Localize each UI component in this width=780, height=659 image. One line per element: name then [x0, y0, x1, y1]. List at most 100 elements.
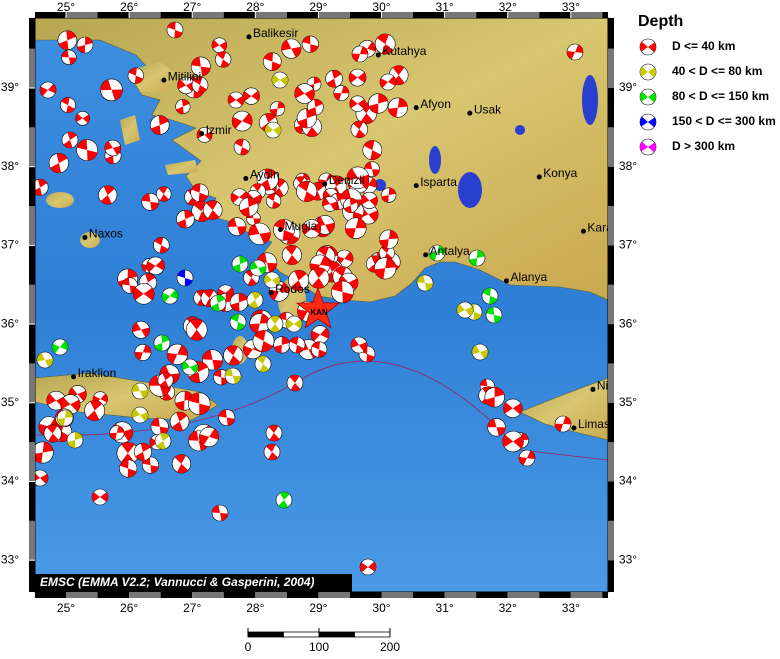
- border-segment: [66, 592, 98, 598]
- border-segment: [539, 592, 571, 598]
- city-dot: [268, 290, 274, 296]
- border-segment: [29, 520, 35, 561]
- city-dot: [580, 228, 586, 234]
- lon-label: 32°: [499, 0, 517, 14]
- scale-label: 200: [380, 640, 400, 654]
- beachball-quadrant: [177, 269, 193, 287]
- border-segment: [29, 127, 35, 167]
- beachball-quadrant: [206, 200, 220, 220]
- border-segment: [608, 245, 614, 285]
- border-segment: [318, 12, 350, 18]
- border-segment: [286, 12, 319, 18]
- lat-label: 38°: [619, 159, 637, 173]
- city-dot: [413, 183, 419, 189]
- scale-label: 100: [309, 640, 329, 654]
- city-name: Balikesir: [253, 26, 298, 40]
- focal-mechanisms: [35, 21, 584, 576]
- lat-label: 33°: [619, 552, 637, 566]
- city-name: Karaman: [587, 220, 636, 234]
- beachball-quadrant: [417, 275, 433, 291]
- scale-bar: 0 100 200: [245, 628, 400, 654]
- city-dot: [467, 110, 473, 116]
- city-dot: [536, 174, 542, 180]
- beachball-quadrant: [202, 349, 223, 370]
- beachball-quadrant: [248, 224, 271, 244]
- beachball-quadrant: [58, 30, 77, 50]
- beachball-quadrant: [519, 450, 535, 466]
- beachball-quadrant: [322, 197, 338, 211]
- city-dot: [590, 386, 596, 392]
- scale-segment: [354, 631, 391, 638]
- border-segment: [608, 481, 614, 521]
- beachball-quadrant: [256, 355, 270, 373]
- beachball-quadrant: [267, 193, 280, 209]
- beachball-quadrant: [232, 113, 253, 129]
- border-segment: [29, 88, 35, 128]
- lat-label: 34°: [1, 474, 19, 488]
- border-segment: [570, 12, 603, 18]
- beachball-quadrant: [379, 76, 397, 88]
- beachball-quadrant: [245, 269, 258, 286]
- beachball-quadrant: [135, 443, 151, 461]
- city-name: Aydin: [250, 168, 280, 182]
- lon-label: 30°: [372, 601, 390, 615]
- beachball-quadrant: [388, 98, 408, 118]
- beachball-quadrant: [174, 454, 189, 474]
- beachball: [286, 374, 304, 392]
- city-name: Rodos: [275, 282, 310, 296]
- chios: [120, 115, 140, 145]
- beachball-quadrant: [36, 352, 54, 368]
- beachball-quadrant: [199, 428, 219, 446]
- cities: Balikesir Kutahya Mitilini Afyon Usak Izmir Ay…: [71, 26, 636, 431]
- beachball-quadrant: [87, 400, 103, 421]
- beachball-quadrant: [231, 191, 248, 203]
- beachball-quadrant: [315, 216, 335, 234]
- border-segment: [223, 592, 256, 598]
- beachball-quadrant: [213, 369, 229, 385]
- city-dot: [375, 52, 381, 58]
- beachball-quadrant: [554, 416, 572, 432]
- border-segment: [29, 284, 35, 325]
- beachball-quadrant: [289, 336, 305, 354]
- lon-label: 30°: [372, 0, 390, 14]
- city-name: Mitilini: [168, 69, 201, 83]
- beachball: [266, 315, 284, 333]
- beachball-quadrant: [281, 40, 301, 58]
- lon-label: 31°: [436, 0, 454, 14]
- city-dot: [243, 176, 249, 182]
- beachball-quadrant: [35, 179, 48, 196]
- beachball-quadrant: [240, 197, 258, 217]
- border-segment: [444, 592, 477, 598]
- lon-label: 33°: [562, 601, 580, 615]
- epicenter-label: KAN: [310, 308, 328, 317]
- beachball-quadrant: [227, 218, 247, 236]
- legend: D <= 40 km 40 < D <= 80 km 80 < D <= 150 k…: [639, 38, 776, 156]
- border-segment: [602, 592, 608, 598]
- beachball-quadrant: [100, 185, 115, 205]
- beachball-quadrant: [345, 218, 367, 239]
- beachball-quadrant: [266, 443, 278, 461]
- beachball-quadrant: [61, 97, 75, 113]
- beachball-quadrant: [311, 327, 330, 342]
- cyprus: [519, 377, 608, 441]
- beachball-quadrant: [374, 257, 396, 279]
- beachball-quadrant: [311, 341, 327, 358]
- legend-title: Depth: [638, 13, 683, 30]
- border-segment: [29, 481, 35, 521]
- city-name: Alanya: [510, 270, 547, 284]
- beachball-quadrant: [35, 473, 48, 484]
- beachball-quadrant: [167, 345, 188, 364]
- beachball-quadrant: [68, 387, 87, 401]
- city-dot: [82, 235, 88, 241]
- beachball-quadrant: [212, 505, 228, 521]
- map-area: Balikesir Kutahya Mitilini Afyon Usak Izmir Ay…: [35, 18, 636, 592]
- beachball-quadrant: [639, 66, 657, 78]
- beachball-quadrant: [151, 418, 169, 436]
- beachball-quadrant: [333, 85, 350, 101]
- beachball-quadrant: [216, 51, 230, 68]
- border-segment: [286, 592, 319, 598]
- border-segment: [29, 363, 35, 403]
- lon-label: 31°: [436, 601, 454, 615]
- border-segment: [35, 592, 66, 598]
- beachball-quadrant: [122, 277, 138, 294]
